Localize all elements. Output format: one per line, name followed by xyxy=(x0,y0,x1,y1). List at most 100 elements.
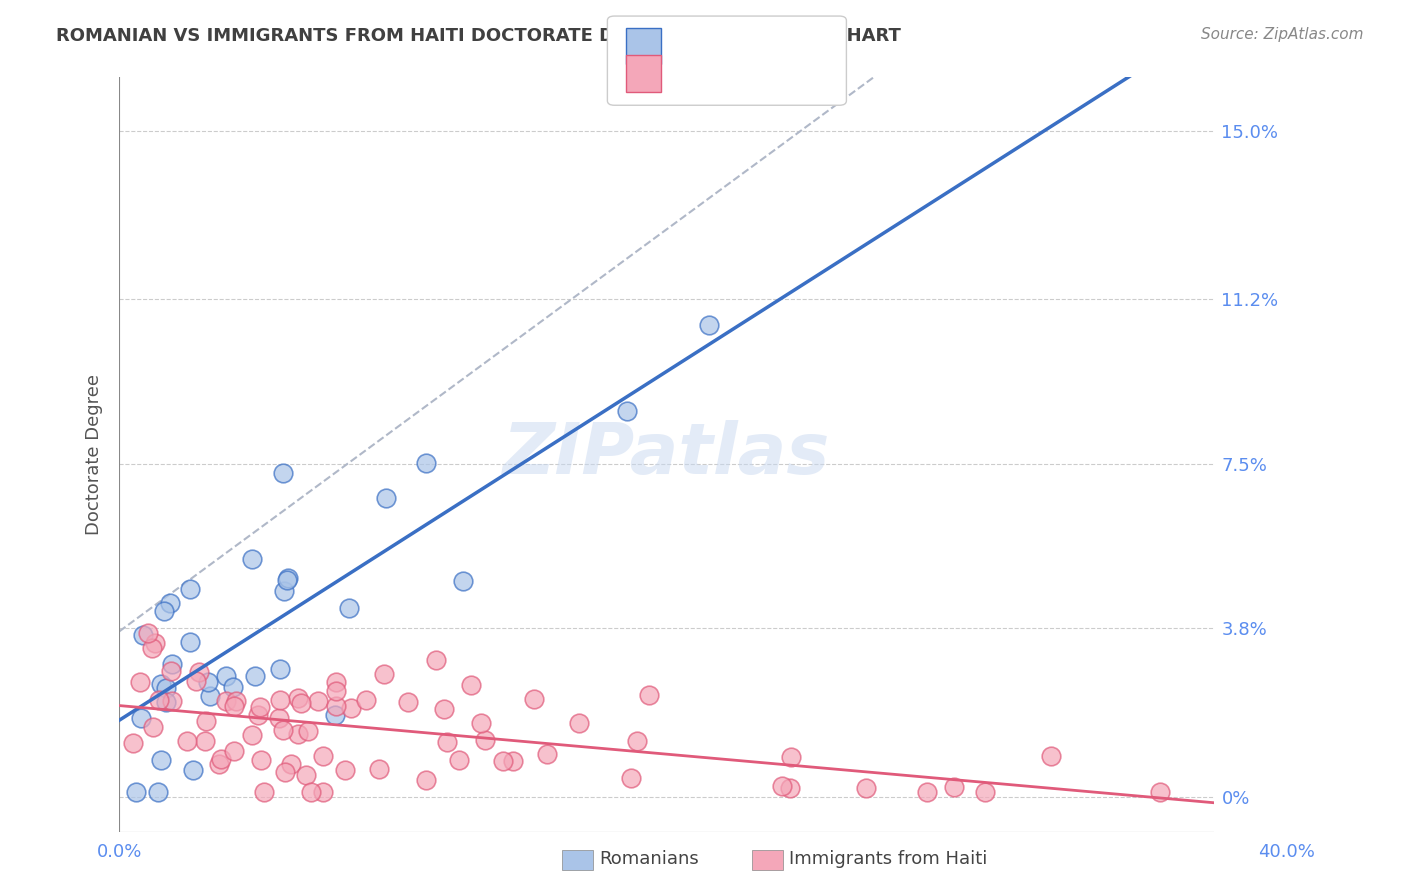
Point xyxy=(638,688,661,702)
Text: N =: N = xyxy=(759,34,811,52)
Point xyxy=(294,768,316,782)
Point xyxy=(225,693,247,707)
Point xyxy=(149,677,172,691)
Text: ROMANIAN VS IMMIGRANTS FROM HAITI DOCTORATE DEGREE CORRELATION CHART: ROMANIAN VS IMMIGRANTS FROM HAITI DOCTOR… xyxy=(56,27,901,45)
Point xyxy=(128,674,150,689)
Point xyxy=(620,771,643,785)
Point xyxy=(136,626,159,640)
Point xyxy=(312,749,335,764)
Point xyxy=(132,628,155,642)
Point xyxy=(184,673,207,688)
Text: R =: R = xyxy=(675,65,714,83)
Point xyxy=(142,720,165,734)
Point xyxy=(143,636,166,650)
Text: -0.498: -0.498 xyxy=(714,65,779,83)
Point xyxy=(502,754,524,768)
Point xyxy=(160,664,183,678)
Point xyxy=(1039,748,1062,763)
Point xyxy=(523,691,546,706)
Point xyxy=(626,734,648,748)
Point xyxy=(312,785,335,799)
Point xyxy=(337,601,360,615)
Point xyxy=(269,662,291,676)
Point xyxy=(129,711,152,725)
Point xyxy=(287,690,309,705)
Text: 32: 32 xyxy=(804,34,830,52)
Text: N =: N = xyxy=(759,65,811,83)
Point xyxy=(160,657,183,671)
Point xyxy=(273,583,295,598)
Point xyxy=(277,571,299,585)
Point xyxy=(253,785,276,799)
Point xyxy=(616,404,638,418)
Point xyxy=(141,641,163,656)
Point xyxy=(246,707,269,722)
Point xyxy=(453,574,475,589)
Point xyxy=(536,747,558,761)
Point xyxy=(197,674,219,689)
Point xyxy=(222,680,245,694)
Point xyxy=(155,695,177,709)
Point xyxy=(181,764,204,778)
Point xyxy=(160,694,183,708)
Text: Immigrants from Haiti: Immigrants from Haiti xyxy=(789,850,987,868)
Point xyxy=(474,733,496,747)
Point xyxy=(697,318,720,332)
Point xyxy=(942,780,965,794)
Point xyxy=(290,696,312,710)
Point xyxy=(179,634,201,648)
Point xyxy=(215,669,238,683)
Point xyxy=(215,693,238,707)
Point xyxy=(159,596,181,610)
Point xyxy=(280,756,302,771)
Point xyxy=(122,736,145,750)
Point xyxy=(299,785,322,799)
Point xyxy=(780,750,803,764)
Point xyxy=(176,733,198,747)
Point xyxy=(339,701,361,715)
Point xyxy=(415,456,437,470)
Point xyxy=(492,754,515,768)
Point xyxy=(436,735,458,749)
Text: Source: ZipAtlas.com: Source: ZipAtlas.com xyxy=(1201,27,1364,42)
Point xyxy=(855,781,877,796)
Point xyxy=(325,674,347,689)
Point xyxy=(149,753,172,767)
Point xyxy=(325,684,347,698)
Point xyxy=(195,714,218,728)
Point xyxy=(568,716,591,731)
Point xyxy=(271,466,294,480)
Point xyxy=(243,669,266,683)
Text: Romanians: Romanians xyxy=(599,850,699,868)
Point xyxy=(249,699,271,714)
Point xyxy=(449,753,471,767)
Point xyxy=(354,693,377,707)
Y-axis label: Doctorate Degree: Doctorate Degree xyxy=(86,375,103,535)
Point xyxy=(323,708,346,723)
Point xyxy=(271,723,294,737)
Point xyxy=(425,653,447,667)
Point xyxy=(297,723,319,738)
Point xyxy=(198,689,221,703)
Text: ZIPatlas: ZIPatlas xyxy=(503,420,831,490)
Point xyxy=(287,727,309,741)
Point xyxy=(333,763,356,777)
Point xyxy=(398,695,420,709)
Point xyxy=(1149,785,1171,799)
Point xyxy=(415,772,437,787)
Point xyxy=(240,727,263,741)
Point xyxy=(249,753,271,767)
Point xyxy=(267,711,290,725)
Point xyxy=(276,574,298,588)
Point xyxy=(179,582,201,596)
Point xyxy=(194,733,217,747)
Text: 0.759: 0.759 xyxy=(714,34,770,52)
Point xyxy=(325,698,347,713)
Point xyxy=(209,752,232,766)
Point xyxy=(973,785,995,799)
Text: 40.0%: 40.0% xyxy=(1258,843,1315,861)
Point xyxy=(274,765,297,780)
Point xyxy=(779,780,801,795)
Point xyxy=(207,757,229,772)
Point xyxy=(367,763,389,777)
